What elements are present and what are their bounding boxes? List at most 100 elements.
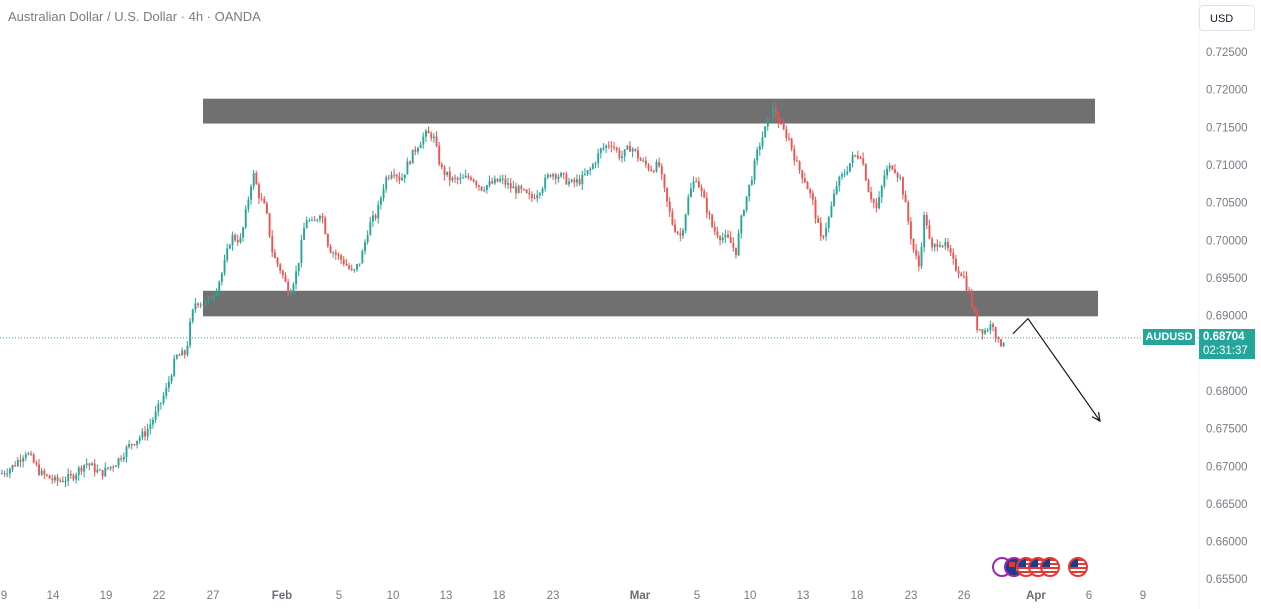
candle: [700, 184, 703, 197]
candle: [231, 231, 234, 251]
candle: [395, 173, 398, 183]
candle: [777, 111, 780, 128]
candle: [613, 141, 616, 151]
candle: [515, 182, 517, 200]
candle: [536, 190, 539, 203]
x-tick-label: 23: [905, 590, 918, 602]
x-tick-label: 10: [387, 590, 400, 602]
candle: [64, 476, 67, 488]
candle: [266, 201, 268, 215]
candle: [986, 327, 989, 333]
projection-arrow[interactable]: [1012, 317, 1101, 423]
candle: [822, 234, 825, 240]
economic-events[interactable]: [992, 557, 1102, 579]
candle: [637, 146, 639, 162]
candle: [250, 184, 252, 205]
candle: [120, 455, 123, 462]
candle: [774, 101, 777, 121]
support-zone[interactable]: [203, 290, 1098, 317]
candle: [295, 265, 298, 290]
candle: [743, 208, 745, 217]
candle: [690, 182, 692, 198]
candle: [462, 173, 464, 179]
candle: [721, 232, 724, 244]
candle: [541, 186, 544, 196]
candle: [467, 173, 470, 180]
candle: [732, 237, 735, 252]
candle: [801, 169, 804, 184]
candle: [507, 177, 510, 190]
candle: [843, 169, 846, 178]
candle: [93, 459, 96, 477]
y-tick-label: 0.69500: [1206, 273, 1248, 285]
candle: [533, 193, 536, 200]
candle: [205, 299, 207, 309]
candle: [1002, 341, 1005, 348]
candle: [432, 133, 435, 143]
candle: [941, 244, 944, 248]
candle: [456, 176, 459, 185]
candle: [560, 171, 563, 178]
candle: [864, 163, 867, 182]
candle: [61, 476, 64, 483]
candle: [716, 226, 719, 239]
candle: [915, 244, 918, 260]
candle: [411, 149, 414, 164]
projection-line[interactable]: [1012, 317, 1101, 422]
candle: [417, 146, 419, 155]
candle: [878, 191, 881, 210]
candle: [952, 248, 955, 265]
candle: [321, 212, 324, 224]
candle: [138, 435, 141, 445]
candle: [69, 470, 72, 479]
candle: [369, 216, 372, 236]
price-axis[interactable]: 0.72500 0.72000 0.71500 0.71000 0.70500 0.700…: [1206, 47, 1248, 586]
candle: [803, 172, 806, 184]
candle: [292, 282, 295, 295]
candle: [544, 174, 547, 192]
candle: [440, 162, 443, 170]
candle: [136, 440, 139, 449]
candle: [8, 467, 11, 479]
time-axis[interactable]: 9 14 19 22 27 Feb 5 10 13 18 23 Mar 5 10 13 18 23 26 Apr 6 9: [1, 590, 1146, 602]
candle: [99, 468, 101, 471]
candle: [165, 382, 168, 399]
candle: [470, 175, 472, 182]
candle: [790, 137, 793, 152]
candle: [568, 177, 570, 187]
candle: [263, 195, 266, 204]
candle: [19, 454, 22, 468]
candle: [361, 249, 364, 264]
resistance-zone[interactable]: [203, 98, 1095, 124]
candle: [584, 168, 586, 176]
currency-button[interactable]: USD: [1199, 5, 1255, 31]
candle: [46, 473, 48, 477]
candle: [125, 445, 128, 463]
candle: [239, 233, 242, 244]
candle: [663, 173, 666, 193]
candle: [337, 252, 340, 260]
candle: [271, 230, 274, 258]
candle: [912, 238, 915, 253]
candle: [888, 162, 891, 172]
x-tick-label: 5: [694, 590, 700, 602]
candle: [141, 428, 144, 441]
candle: [16, 457, 19, 468]
us-flag-icon[interactable]: [1040, 557, 1060, 577]
arrowhead-icon: [1091, 412, 1101, 423]
candle: [117, 457, 120, 469]
candle: [422, 132, 425, 149]
candle: [199, 302, 202, 309]
candle: [796, 155, 798, 162]
candle: [350, 264, 353, 272]
candle: [920, 242, 923, 270]
candle: [406, 157, 409, 175]
us-flag-icon[interactable]: [1068, 557, 1088, 577]
candle: [525, 189, 528, 194]
candle: [54, 474, 56, 483]
candle: [634, 148, 637, 153]
candle: [819, 217, 822, 241]
candle: [811, 189, 814, 206]
candle: [340, 253, 343, 265]
